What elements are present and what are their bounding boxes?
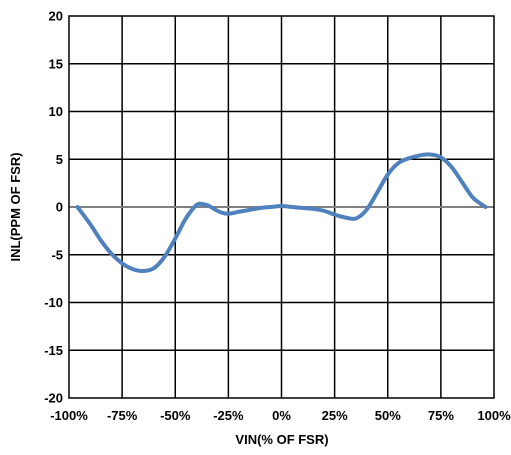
y-axis-title: INL(PPM OF FSR) [8, 152, 23, 261]
x-tick-label: -25% [213, 408, 244, 423]
y-tick-label: -15 [44, 343, 63, 358]
horizontal-gridlines [69, 63, 494, 351]
y-tick-label: 20 [49, 9, 63, 24]
x-tick-label: -75% [107, 408, 138, 423]
x-tick-label: 50% [375, 408, 401, 423]
x-tick-labels: -100% -75% -50% -25% 0% 25% 50% 75% 100% [50, 408, 511, 423]
x-tick-label: 0% [272, 408, 291, 423]
y-tick-label: 0 [56, 200, 63, 215]
y-tick-label: 10 [49, 104, 63, 119]
x-axis-title: VIN(% OF FSR) [235, 432, 328, 447]
x-tick-label: -100% [50, 408, 88, 423]
y-tick-label: 5 [56, 152, 63, 167]
x-tick-label: 75% [428, 408, 454, 423]
y-tick-label: -20 [44, 391, 63, 406]
y-tick-label: 15 [49, 56, 63, 71]
x-tick-label: 25% [322, 408, 348, 423]
plot-frame [68, 15, 495, 399]
y-tick-labels: 20 15 10 5 0 -5 -10 -15 -20 [44, 9, 63, 406]
x-tick-label: -50% [160, 408, 191, 423]
x-tick-label: 100% [477, 408, 511, 423]
inl-curve [75, 152, 488, 274]
y-tick-label: -10 [44, 295, 63, 310]
y-tick-label: -5 [51, 247, 63, 262]
